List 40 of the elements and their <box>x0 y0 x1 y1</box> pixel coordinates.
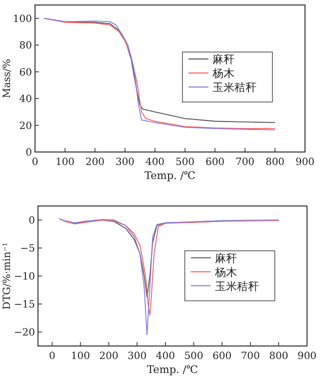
x-tick-label: 500 <box>175 157 195 168</box>
y-tick-label: 40 <box>19 94 32 106</box>
x-tick-label: 900 <box>297 351 317 362</box>
y-tick-label: −15 <box>14 300 35 310</box>
y-tick-label: 20 <box>19 120 32 132</box>
x-tick-label: 200 <box>99 351 118 362</box>
x-tick-label: 400 <box>156 351 175 362</box>
x-tick-label: 300 <box>128 351 147 362</box>
x-tick-label: 700 <box>235 157 255 168</box>
x-tick-label: 600 <box>212 351 232 362</box>
x-tick-label: 200 <box>85 157 105 168</box>
y-tick-label: 0 <box>28 216 35 226</box>
x-tick-label: 700 <box>240 351 260 362</box>
x-tick-label: 600 <box>205 157 225 168</box>
legend-label: 麻秆 <box>214 252 237 265</box>
x-tick-label: 0 <box>48 351 56 362</box>
legend-label: 麻秆 <box>212 53 234 66</box>
y-tick-label: 100 <box>12 14 32 25</box>
legend-label: 玉米秸秆 <box>212 81 256 94</box>
legend-label: 玉米秸秆 <box>214 280 259 293</box>
x-axis-title: Temp. /℃ <box>144 170 196 182</box>
x-tick-label: 400 <box>145 157 165 168</box>
legend-label: 杨木 <box>214 266 237 279</box>
y-tick-label: 0 <box>26 148 32 158</box>
legend-label: 杨木 <box>211 67 234 80</box>
x-tick-label: 100 <box>70 351 90 362</box>
x-tick-label: 800 <box>265 157 285 168</box>
x-tick-label: 300 <box>115 157 135 168</box>
y-tick-label: 80 <box>19 40 32 52</box>
y-tick-label: −10 <box>14 272 35 282</box>
y-tick-label: −5 <box>20 244 35 254</box>
y-axis-title: Mass/% <box>2 58 13 98</box>
y-tick-label: 60 <box>19 67 32 78</box>
x-tick-label: 500 <box>184 351 204 362</box>
x-axis-title: Temp. /℃ <box>146 364 198 376</box>
y-tick-label: −20 <box>14 328 35 338</box>
x-tick-label: 800 <box>269 351 288 362</box>
x-tick-label: 100 <box>55 157 75 168</box>
y-axis-title: DTG/%·min⁻¹ <box>2 242 13 310</box>
x-tick-label: 900 <box>295 157 315 168</box>
